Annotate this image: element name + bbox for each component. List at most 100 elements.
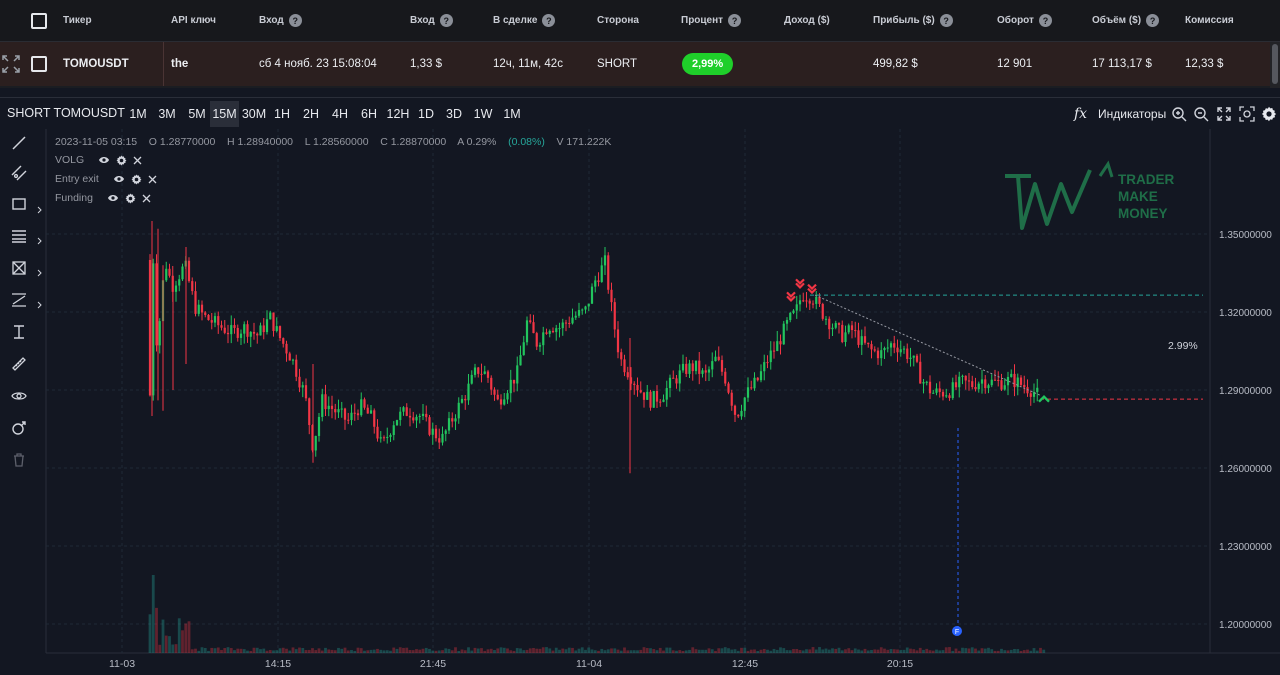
volume-bar	[184, 623, 188, 653]
gear-icon[interactable]	[116, 155, 127, 166]
header-ticker[interactable]: Тикер	[63, 15, 92, 26]
gear-icon[interactable]	[131, 174, 142, 185]
volume-bar	[649, 648, 652, 653]
header-income[interactable]: Доход ($)	[784, 15, 830, 26]
volume-bar	[187, 621, 191, 653]
header-entry-time[interactable]: Вход?	[259, 0, 302, 41]
chevron-right-icon[interactable]	[37, 201, 43, 214]
ruler-icon[interactable]	[9, 354, 29, 374]
eye-icon[interactable]	[98, 155, 110, 165]
volume-bar	[285, 648, 288, 653]
chevron-right-icon[interactable]	[37, 232, 43, 245]
volume-bar	[860, 650, 864, 653]
help-icon[interactable]: ?	[1146, 14, 1160, 27]
settings-gear-icon[interactable]	[1261, 104, 1277, 124]
candle-body	[389, 434, 392, 437]
fib-retracement-icon[interactable]	[9, 226, 29, 246]
candle-body	[594, 280, 597, 287]
rectangle-icon[interactable]	[9, 194, 29, 214]
close-icon[interactable]	[142, 194, 151, 203]
timeframe-4h[interactable]: 4H	[332, 107, 348, 121]
timeframe-1mo[interactable]: 1M	[503, 107, 521, 121]
screenshot-icon[interactable]	[1239, 104, 1255, 124]
header-in-trade[interactable]: В сделке?	[493, 0, 556, 41]
candle-body	[769, 350, 772, 363]
candle-body	[967, 380, 971, 382]
price-chart[interactable]: 2.99% F TRADER MAKE MONEY 1.35000000 1.320000…	[0, 98, 1280, 675]
timeframe-5m[interactable]: 5M	[188, 107, 206, 121]
zoom-out-icon[interactable]	[1193, 104, 1209, 124]
volume-bar	[714, 650, 717, 653]
fullscreen-icon[interactable]	[1216, 104, 1232, 124]
help-icon[interactable]: ?	[939, 14, 953, 27]
candle-body	[720, 360, 724, 372]
timeframe-2h[interactable]: 2H	[303, 107, 319, 121]
row-checkbox[interactable]	[31, 42, 47, 86]
help-icon[interactable]: ?	[1038, 14, 1052, 27]
ohlc-low: L 1.28560000	[304, 136, 369, 148]
candle-body	[711, 361, 714, 370]
table-row[interactable]: TOMOUSDT the сб 4 нояб. 23 15:08:04 1,33…	[0, 42, 1280, 86]
timeframe-1w[interactable]: 1W	[473, 107, 493, 121]
parallel-channel-icon[interactable]	[9, 163, 29, 183]
timeframe-1h[interactable]: 1H	[274, 107, 290, 121]
header-commission[interactable]: Комиссия	[1185, 15, 1234, 26]
candle-body	[493, 389, 496, 395]
trend-line-icon[interactable]	[9, 133, 29, 153]
close-icon[interactable]	[133, 156, 142, 165]
help-icon[interactable]: ?	[542, 14, 556, 27]
header-volume[interactable]: Объём ($)?	[1092, 0, 1160, 41]
candle-body	[282, 338, 285, 344]
timeframe-15m[interactable]: 15M	[210, 101, 239, 127]
candle-body	[148, 260, 152, 396]
candle-body	[158, 321, 161, 346]
header-turnover[interactable]: Оборот?	[997, 0, 1052, 41]
select-all-checkbox[interactable]	[31, 0, 47, 41]
price-range-icon[interactable]	[9, 322, 29, 342]
timeframe-3d[interactable]: 3D	[446, 107, 462, 121]
candle-body	[538, 345, 542, 347]
volume-bar	[444, 648, 448, 653]
candle-body	[763, 362, 766, 372]
volume-bar	[743, 647, 747, 653]
trash-icon[interactable]	[9, 450, 29, 470]
timeframe-1d[interactable]: 1D	[418, 107, 434, 121]
volume-bar	[941, 650, 945, 653]
chevron-right-icon[interactable]	[37, 296, 43, 309]
header-side[interactable]: Сторона	[597, 15, 639, 26]
timeframe-12h[interactable]: 12H	[386, 107, 410, 121]
pattern-icon[interactable]	[9, 258, 29, 278]
header-profit[interactable]: Прибыль ($)?	[873, 0, 953, 41]
header-api-key[interactable]: API ключ	[171, 15, 216, 26]
time-axis-label: 20:15	[887, 658, 913, 670]
eye-icon[interactable]	[9, 386, 29, 406]
volume-bar	[548, 648, 552, 653]
entry-marker-chevron	[786, 295, 796, 302]
help-icon[interactable]: ?	[288, 14, 302, 27]
volume-bar	[463, 650, 467, 653]
eye-icon[interactable]	[107, 193, 119, 203]
volume-bar	[467, 647, 470, 653]
volume-bar	[363, 650, 366, 653]
help-icon[interactable]: ?	[728, 14, 742, 27]
timeframe-3m[interactable]: 3M	[158, 107, 176, 121]
projection-icon[interactable]	[9, 290, 29, 310]
table-scrollbar-thumb[interactable]	[1272, 44, 1278, 84]
help-icon[interactable]: ?	[439, 14, 453, 27]
header-entry-amount[interactable]: Вход?	[410, 0, 453, 41]
fx-icon[interactable]: fx	[1074, 106, 1088, 122]
candle-body	[893, 343, 896, 348]
timeframe-1m[interactable]: 1M	[129, 107, 147, 121]
zoom-in-icon[interactable]	[1171, 104, 1187, 124]
candle-body	[207, 314, 210, 321]
gear-icon[interactable]	[125, 193, 136, 204]
expand-icon[interactable]	[1, 42, 21, 86]
eye-icon[interactable]	[113, 174, 125, 184]
timeframe-6h[interactable]: 6H	[361, 107, 377, 121]
header-percent[interactable]: Процент?	[681, 0, 742, 41]
magnet-icon[interactable]	[9, 418, 29, 438]
close-icon[interactable]	[148, 175, 157, 184]
timeframe-30m[interactable]: 30M	[241, 107, 267, 121]
chevron-right-icon[interactable]	[37, 264, 43, 277]
indicators-button[interactable]: Индикаторы	[1098, 107, 1167, 121]
